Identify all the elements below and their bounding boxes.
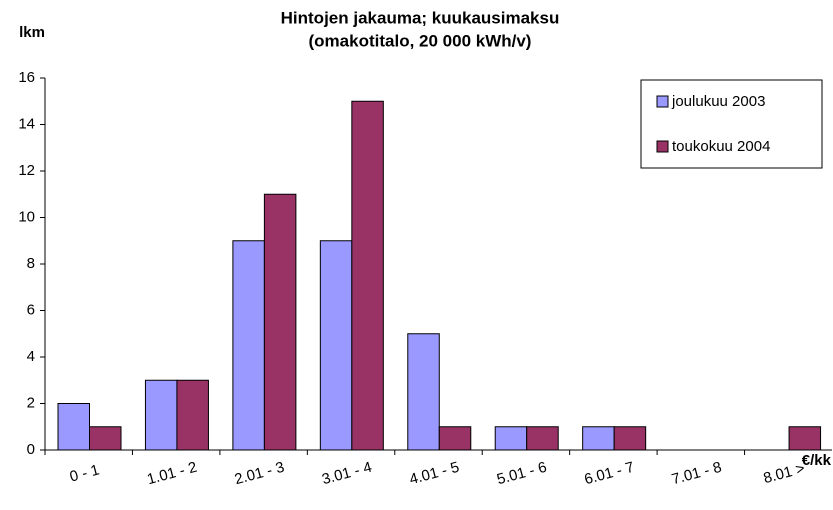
y-tick-label: 4 bbox=[27, 348, 35, 365]
bar bbox=[89, 426, 122, 451]
y-tick-label: 6 bbox=[27, 301, 35, 318]
bar bbox=[788, 426, 822, 451]
y-axis-label: lkm bbox=[19, 24, 45, 41]
bar bbox=[263, 193, 297, 451]
bar bbox=[407, 333, 440, 451]
x-axis-label: €/kk bbox=[802, 452, 832, 469]
x-tick-label: 6.01 - 7 bbox=[582, 459, 636, 489]
bar bbox=[582, 426, 615, 451]
x-tick-label: 5.01 - 6 bbox=[495, 459, 549, 489]
x-tick-label: 0 - 1 bbox=[68, 461, 101, 485]
bar bbox=[351, 100, 384, 451]
bar bbox=[232, 240, 265, 451]
chart-title: Hintojen jakauma; kuukausimaksu bbox=[281, 8, 560, 27]
x-tick-label: 8.01 > bbox=[762, 460, 807, 487]
legend-label: toukokuu 2004 bbox=[672, 138, 770, 155]
y-tick-label: 12 bbox=[18, 162, 35, 179]
chart-subtitle: (omakotitalo, 20 000 kWh/v) bbox=[309, 31, 532, 50]
x-tick-label: 2.01 - 3 bbox=[233, 459, 287, 489]
x-tick-label: 1.01 - 2 bbox=[145, 459, 199, 489]
bar bbox=[613, 426, 647, 451]
bar bbox=[526, 426, 559, 451]
legend-swatch bbox=[656, 95, 669, 108]
bar bbox=[319, 240, 353, 451]
legend-label: joulukuu 2003 bbox=[671, 93, 765, 110]
bar bbox=[438, 426, 472, 451]
y-tick-label: 2 bbox=[27, 394, 35, 411]
legend-swatch bbox=[656, 140, 669, 153]
bar bbox=[494, 426, 528, 451]
y-tick-label: 14 bbox=[18, 115, 35, 132]
legend-box bbox=[640, 79, 823, 169]
bar bbox=[57, 403, 90, 451]
x-tick-label: 4.01 - 5 bbox=[408, 459, 462, 489]
bar bbox=[144, 379, 178, 451]
x-tick-label: 3.01 - 4 bbox=[320, 459, 374, 489]
y-tick-label: 0 bbox=[27, 441, 35, 458]
x-tick-label: 7.01 - 8 bbox=[670, 459, 724, 489]
y-tick-label: 8 bbox=[27, 255, 35, 272]
bar bbox=[176, 379, 209, 451]
y-tick-label: 16 bbox=[18, 69, 35, 86]
y-tick-label: 10 bbox=[18, 208, 35, 225]
